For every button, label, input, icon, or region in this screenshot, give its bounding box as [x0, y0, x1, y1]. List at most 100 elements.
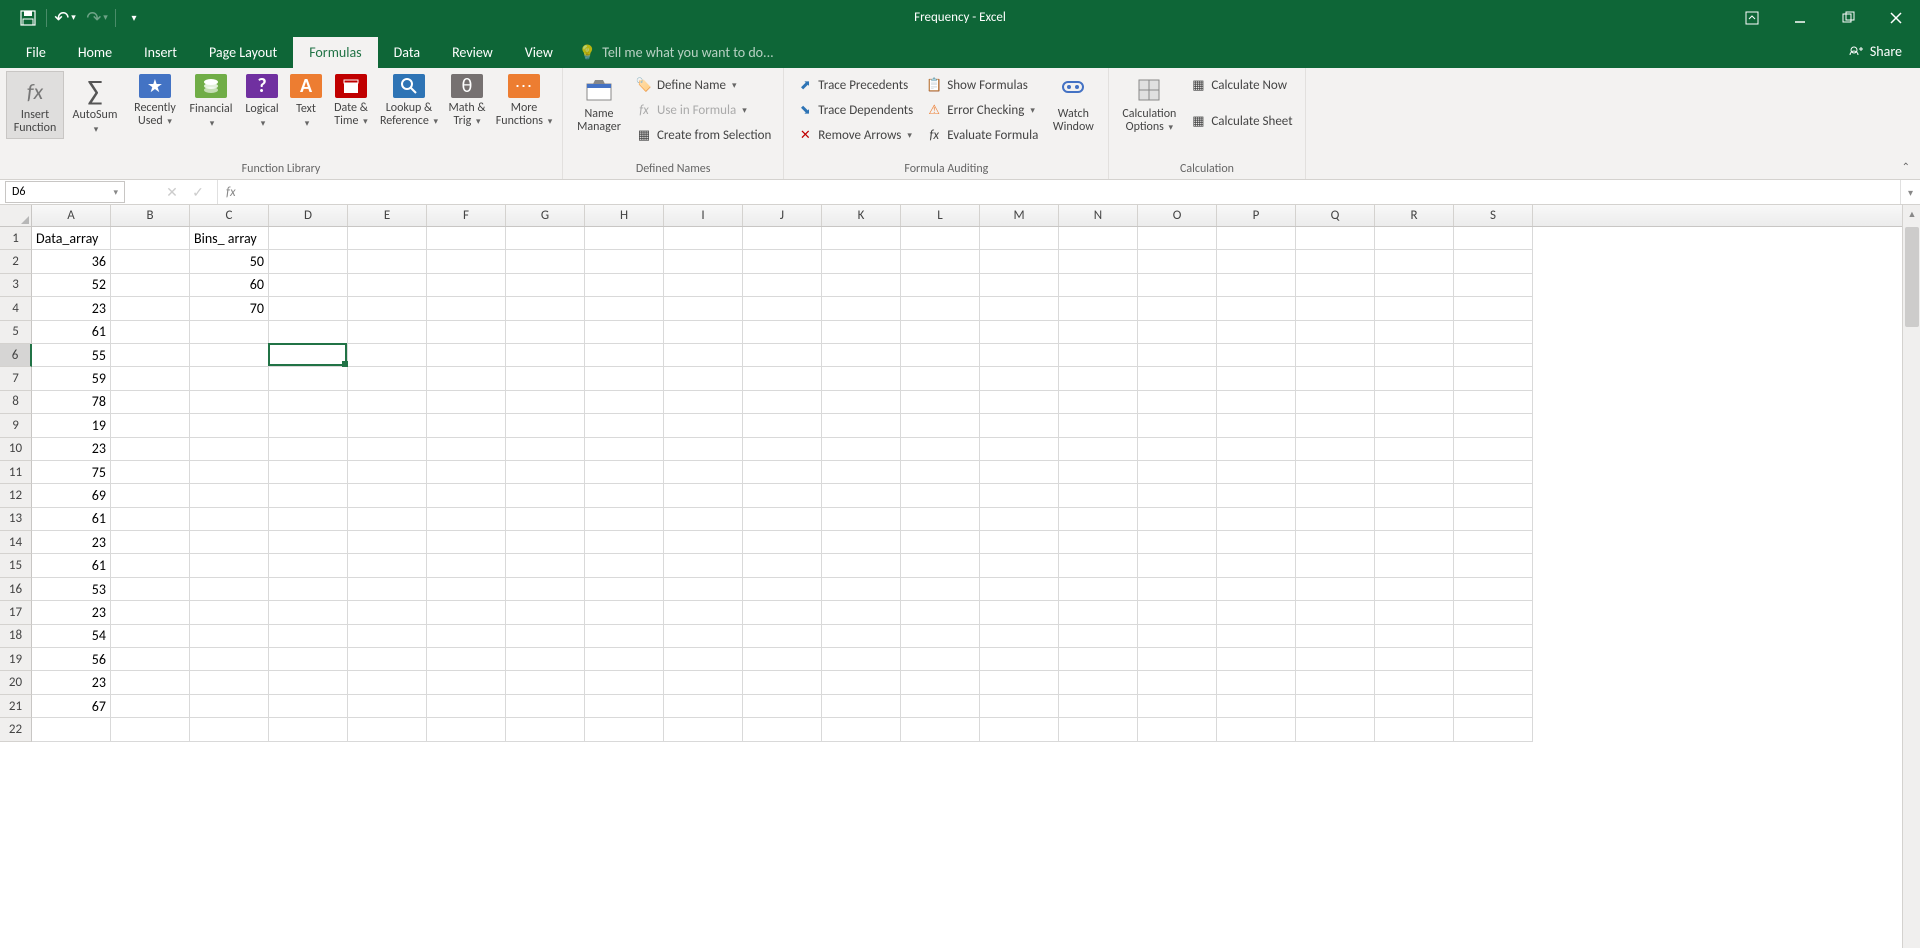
cell[interactable]	[348, 648, 427, 671]
cell[interactable]	[269, 414, 348, 437]
recently-used-button[interactable]: ★ RecentlyUsed ▾	[126, 71, 184, 131]
cell[interactable]	[585, 391, 664, 414]
cell[interactable]	[1375, 461, 1454, 484]
cell[interactable]	[664, 671, 743, 694]
cell[interactable]	[1059, 414, 1138, 437]
cell[interactable]	[427, 227, 506, 250]
cell[interactable]	[743, 344, 822, 367]
cell[interactable]	[111, 508, 190, 531]
cell[interactable]: 61	[32, 554, 111, 577]
cell[interactable]	[1296, 227, 1375, 250]
cell[interactable]	[1138, 671, 1217, 694]
column-header[interactable]: P	[1217, 205, 1296, 226]
cell[interactable]	[427, 578, 506, 601]
cell[interactable]	[980, 508, 1059, 531]
error-checking-button[interactable]: ⚠Error Checking ▾	[919, 98, 1044, 122]
cell[interactable]	[1217, 648, 1296, 671]
cell[interactable]	[111, 321, 190, 344]
cell[interactable]	[1138, 367, 1217, 390]
cell[interactable]	[111, 391, 190, 414]
cell[interactable]	[348, 414, 427, 437]
cell[interactable]	[269, 648, 348, 671]
cell[interactable]: 23	[32, 438, 111, 461]
cell[interactable]	[901, 625, 980, 648]
cell[interactable]	[1454, 321, 1533, 344]
cell[interactable]	[427, 625, 506, 648]
cell[interactable]	[269, 367, 348, 390]
cell[interactable]	[1375, 508, 1454, 531]
cell[interactable]	[427, 484, 506, 507]
calculate-now-button[interactable]: ▦Calculate Now	[1183, 73, 1298, 97]
cell[interactable]	[664, 625, 743, 648]
cell[interactable]	[1217, 321, 1296, 344]
cell[interactable]	[1217, 250, 1296, 273]
row-header[interactable]: 9	[0, 414, 32, 437]
cell[interactable]	[980, 321, 1059, 344]
save-button[interactable]	[12, 4, 44, 32]
evaluate-formula-button[interactable]: fxEvaluate Formula	[919, 123, 1044, 147]
cell[interactable]	[822, 321, 901, 344]
cell[interactable]	[1296, 508, 1375, 531]
cell[interactable]	[111, 718, 190, 741]
cell[interactable]	[269, 578, 348, 601]
cell[interactable]	[427, 648, 506, 671]
cell[interactable]	[269, 554, 348, 577]
cell[interactable]	[269, 227, 348, 250]
cell[interactable]	[111, 227, 190, 250]
cell[interactable]	[980, 671, 1059, 694]
cell[interactable]	[980, 344, 1059, 367]
column-header[interactable]: J	[743, 205, 822, 226]
cell[interactable]	[506, 297, 585, 320]
cell[interactable]	[1217, 391, 1296, 414]
cell[interactable]	[980, 227, 1059, 250]
financial-button[interactable]: Financial▾	[184, 71, 238, 133]
cell[interactable]	[269, 274, 348, 297]
cell[interactable]	[348, 695, 427, 718]
cell[interactable]	[1375, 531, 1454, 554]
cell[interactable]	[1138, 484, 1217, 507]
cell[interactable]	[111, 461, 190, 484]
cell[interactable]	[585, 344, 664, 367]
cell[interactable]	[348, 321, 427, 344]
cell[interactable]	[822, 297, 901, 320]
cell[interactable]	[1059, 274, 1138, 297]
cell[interactable]	[1375, 695, 1454, 718]
cell[interactable]	[743, 484, 822, 507]
cell[interactable]	[506, 227, 585, 250]
cell[interactable]	[1217, 438, 1296, 461]
cell[interactable]	[901, 297, 980, 320]
cell[interactable]	[506, 531, 585, 554]
cell[interactable]	[111, 250, 190, 273]
cell[interactable]	[427, 274, 506, 297]
cell[interactable]	[664, 344, 743, 367]
collapse-ribbon-button[interactable]: ⌃	[1902, 160, 1910, 173]
cell[interactable]	[1217, 554, 1296, 577]
cell[interactable]	[506, 438, 585, 461]
cell[interactable]	[822, 461, 901, 484]
tab-data[interactable]: Data	[378, 37, 436, 68]
cell[interactable]	[743, 367, 822, 390]
cell[interactable]	[901, 461, 980, 484]
cell[interactable]	[901, 695, 980, 718]
cell[interactable]	[1217, 695, 1296, 718]
cell[interactable]	[269, 438, 348, 461]
cell[interactable]	[980, 297, 1059, 320]
cell[interactable]	[427, 297, 506, 320]
cell[interactable]	[1138, 461, 1217, 484]
cell[interactable]: 23	[32, 531, 111, 554]
define-name-button[interactable]: 🏷️Define Name ▾	[629, 73, 777, 97]
row-header[interactable]: 4	[0, 297, 32, 320]
cell[interactable]	[506, 718, 585, 741]
cell[interactable]	[585, 671, 664, 694]
trace-dependents-button[interactable]: ⬊Trace Dependents	[790, 98, 919, 122]
cell[interactable]: 50	[190, 250, 269, 273]
text-button[interactable]: A Text▾	[286, 71, 326, 133]
cell[interactable]	[506, 274, 585, 297]
cell[interactable]	[664, 250, 743, 273]
cell[interactable]	[506, 554, 585, 577]
trace-precedents-button[interactable]: ⬈Trace Precedents	[790, 73, 919, 97]
cell[interactable]	[111, 648, 190, 671]
row-header[interactable]: 15	[0, 554, 32, 577]
cell[interactable]	[585, 274, 664, 297]
cell[interactable]	[901, 508, 980, 531]
